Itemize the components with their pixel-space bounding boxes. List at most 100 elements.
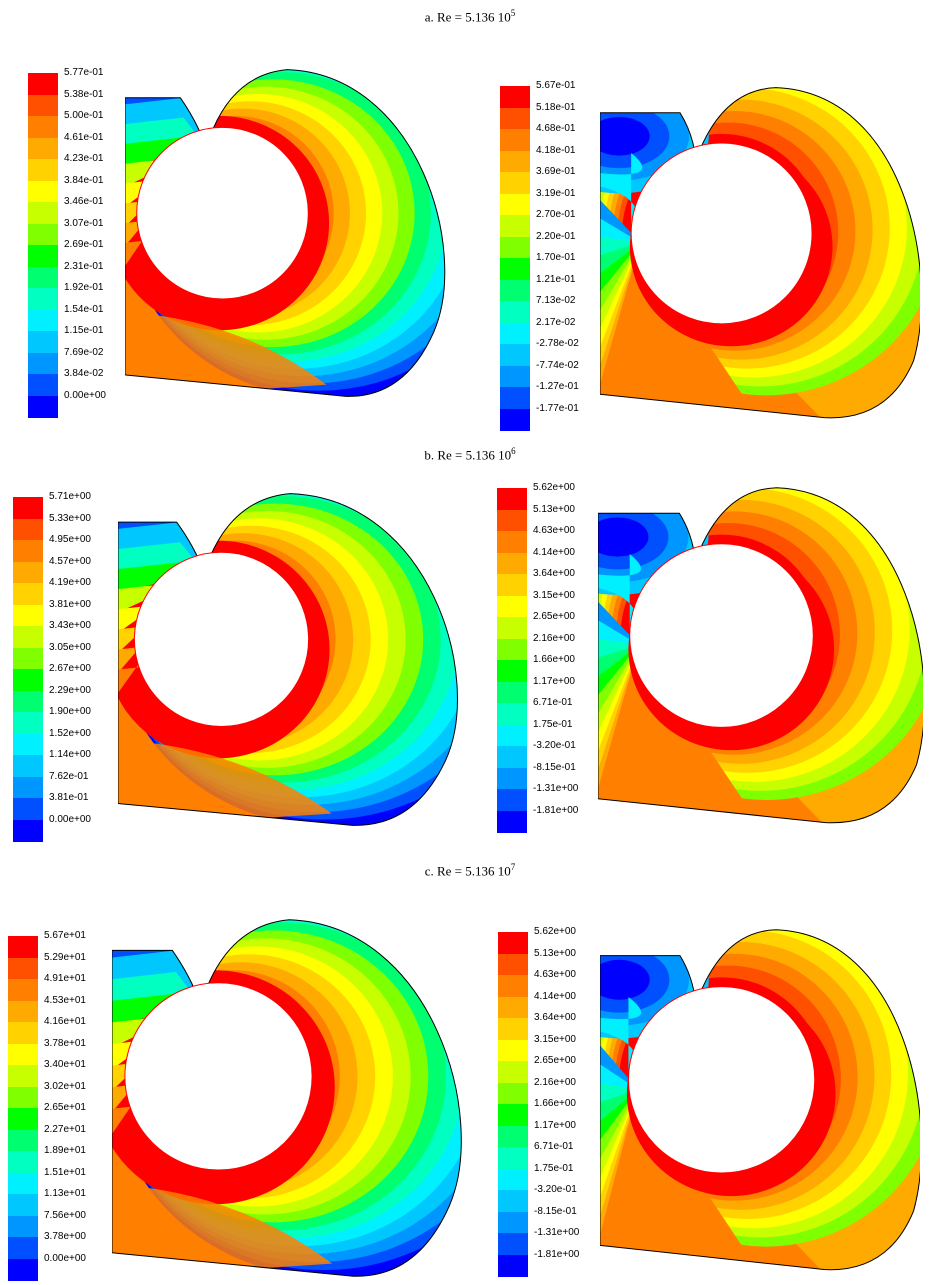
legend-tick-label: 5.13e+00 [533,503,575,515]
legend-tick-label: 3.19e-01 [536,187,576,199]
legend-tick-label: 0.00e+00 [49,813,91,825]
legend-swatch [498,1168,528,1191]
legend-swatch [498,1061,528,1083]
legend-tick-label: 1.52e+00 [49,727,91,739]
caption-c-text: c. Re = 5.136 10 [424,863,511,879]
legend-swatch [498,1233,528,1255]
legend-tick-label: 5.29e+01 [44,951,86,963]
legend-tick-label: 3.64e+00 [534,1012,576,1023]
legend-tick-label: 2.29e+00 [49,684,91,696]
legend-tick-label: 3.78e+01 [44,1037,86,1049]
legend-swatch [498,1190,528,1212]
legend-tick-label: 5.71e+00 [49,491,91,502]
legend-a-left: 5.77e-01 5.38e-01 5.00e-01 4.61e-01 4.23e-01… [28,67,128,418]
legend-swatch [500,86,530,108]
legend-tick-label: 6.71e-01 [533,697,573,708]
legend-swatch [500,150,530,173]
legend-tick-label: -1.31e+00 [534,1227,580,1238]
legend-b-right: 5.62e+00 5.13e+00 4.63e+00 4.14e+00 3.64e+00… [497,482,597,833]
legend-tick-label: 2.16e+00 [534,1076,576,1088]
legend-swatch [13,712,43,734]
legend-tick-label: 3.84e-01 [64,174,104,186]
legend-swatch [8,979,38,1001]
legend-tick-label: 5.18e-01 [536,101,576,113]
legend-tick-label: 4.57e+00 [49,555,91,567]
legend-tick-label: 2.31e-01 [64,260,104,272]
legend-swatch [28,395,58,418]
legend-swatch [498,1147,528,1169]
legend-tick-label: 4.91e+01 [44,973,86,984]
legend-swatch [500,365,530,388]
legend-swatch [500,408,530,431]
legend-tick-label: 1.17e+00 [533,675,575,687]
legend-tick-label: -1.81e+00 [533,804,579,816]
legend-swatch [498,1211,528,1234]
legend-tick-label: 5.13e+00 [534,947,576,959]
legend-swatch [500,129,530,151]
legend-swatch [8,1043,38,1066]
legend-swatch [497,638,527,661]
legend-tick-label: 4.68e-01 [536,123,576,134]
legend-swatch [28,266,58,289]
contour-plot-a-right [600,86,920,421]
legend-swatch [500,172,530,194]
legend-swatch [497,531,527,553]
legend-tick-label: 3.40e+01 [44,1059,86,1070]
legend-swatch [28,374,58,396]
legend-swatch [13,626,43,648]
legend-tick-label: 0.00e+00 [64,389,106,401]
legend-swatch [497,509,527,532]
contour-plot-c-left [112,918,467,1278]
legend-tick-label: 3.64e+00 [533,568,575,579]
caption-a-exponent: 5 [510,8,516,18]
legend-tick-label: 3.15e+00 [533,589,575,601]
legend-swatch [500,344,530,366]
legend-swatch [13,561,43,584]
legend-swatch [500,107,530,130]
legend-swatch [28,245,58,267]
legend-a-right: 5.67e-01 5.18e-01 4.68e-01 4.18e-01 3.69e-01… [500,80,600,431]
legend-tick-label: 2.16e+00 [533,632,575,644]
legend-tick-label: 1.51e+01 [44,1166,86,1178]
legend-swatch [28,94,58,117]
legend-swatch [8,936,38,958]
legend-swatch [28,223,58,246]
legend-tick-label: 1.17e+00 [534,1119,576,1131]
legend-tick-label: 1.66e+00 [533,654,575,665]
legend-tick-label: 5.00e-01 [64,110,104,121]
legend-tick-label: 7.62e-01 [49,770,89,782]
contour-plot-a-left [125,68,450,398]
legend-swatch [8,1000,38,1023]
legend-tick-label: 1.21e-01 [536,273,576,285]
legend-swatch [498,975,528,997]
caption-b-exponent: 6 [511,446,516,456]
legend-swatch [28,288,58,310]
legend-swatch [13,776,43,799]
legend-swatch [13,540,43,562]
legend-tick-label: 4.16e+01 [44,1016,86,1027]
caption-b: b. Re = 5.136 106 [0,446,940,463]
caption-c: c. Re = 5.136 107 [0,862,940,879]
legend-swatch [497,789,527,811]
caption-a-text: a. Re = 5.136 10 [424,9,511,25]
legend-swatch [28,202,58,224]
legend-tick-label: 5.62e+00 [534,926,576,937]
legend-tick-label: 3.81e-01 [49,792,89,803]
legend-swatch [28,159,58,181]
legend-swatch [8,1172,38,1195]
legend-tick-label: 1.89e+01 [44,1145,86,1156]
legend-swatch [28,116,58,138]
legend-tick-label: 3.84e-02 [64,368,104,379]
legend-swatch [13,647,43,670]
legend-swatch [497,552,527,575]
legend-tick-label: 4.63e+00 [534,969,576,980]
legend-swatch [500,236,530,259]
caption-c-exponent: 7 [510,862,516,872]
legend-b-left: 5.71e+00 5.33e+00 4.95e+00 4.57e+00 4.19e+00… [13,491,113,842]
legend-tick-label: 1.92e-01 [64,282,104,293]
legend-tick-label: 1.90e+00 [49,706,91,717]
legend-swatch [497,681,527,704]
legend-swatch [28,180,58,203]
legend-swatch [8,957,38,980]
legend-swatch [8,1065,38,1087]
